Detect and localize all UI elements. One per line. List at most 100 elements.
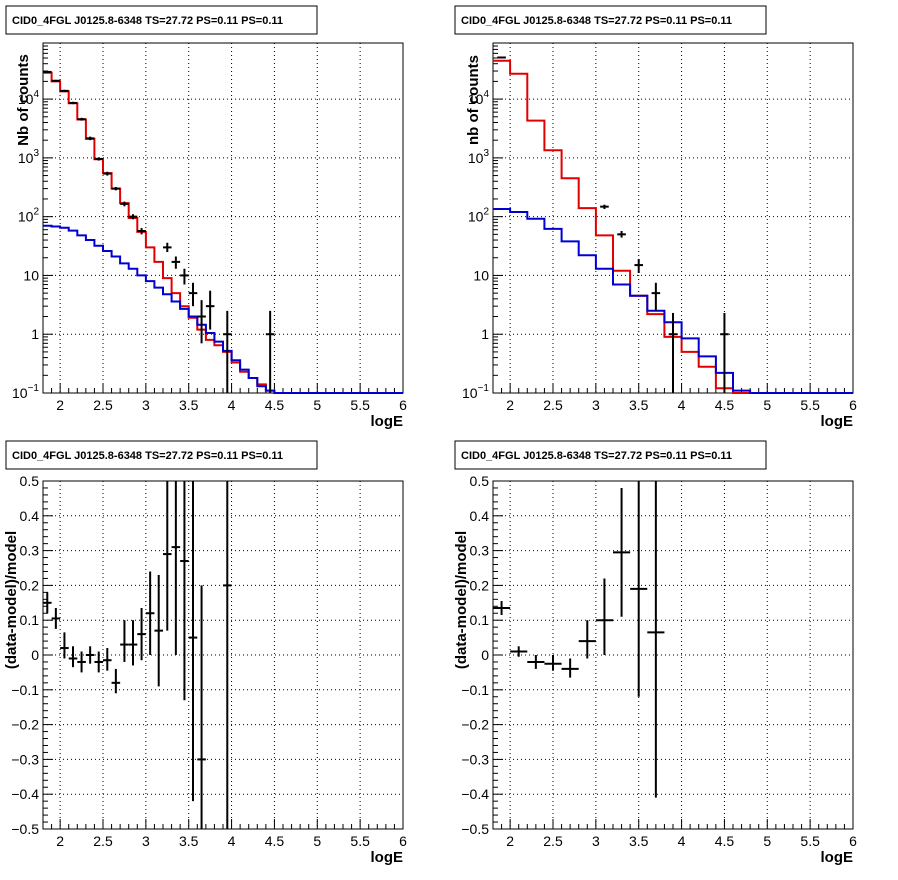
series-histogram-red	[43, 71, 283, 394]
x-tick-label: 5.5	[800, 833, 820, 849]
x-tick-label: 4	[678, 833, 686, 849]
axis-ticks	[42, 480, 404, 830]
y-tick-label: 10−1	[462, 383, 489, 401]
data-point	[527, 655, 545, 669]
y-tick-label: 102	[18, 207, 40, 225]
y-tick-label: 0.3	[20, 543, 40, 559]
title-box	[454, 5, 767, 35]
data-point	[94, 651, 103, 673]
data-point	[613, 487, 631, 617]
x-axis-label: logE	[821, 849, 854, 866]
y-tick-label: 0.4	[20, 508, 40, 524]
data-point	[60, 89, 69, 93]
x-tick-label: 5	[313, 833, 321, 849]
y-tick-label-exponent: 3	[33, 148, 39, 159]
x-tick-label: 3.5	[629, 397, 649, 413]
y-tick-label: 1	[481, 326, 489, 342]
y-tick-label-base: 1	[31, 326, 39, 342]
data-point	[188, 481, 198, 802]
data-point	[578, 620, 596, 659]
data-point	[120, 620, 129, 662]
x-tick-label: 3	[592, 397, 600, 413]
y-axis-label: nb of counts	[465, 55, 482, 145]
x-tick-label: 2.5	[93, 833, 113, 849]
y-tick-label: 0.1	[20, 612, 40, 628]
data-point	[510, 646, 528, 657]
y-tick-label: 103	[18, 148, 40, 166]
data-point	[205, 290, 215, 330]
y-tick-label: 0	[31, 647, 39, 663]
y-tick-label-exponent: −1	[478, 383, 490, 394]
y-tick-label-base: 10	[462, 385, 478, 401]
x-tick-label: 6	[399, 833, 407, 849]
data-point	[137, 608, 146, 661]
x-tick-label: 4.5	[265, 833, 285, 849]
y-tick-label: 0.4	[470, 508, 490, 524]
axis-ticks	[492, 480, 854, 830]
y-tick-label: 102	[468, 207, 490, 225]
chart-panel-top-left: 2 2.5 3 3.5 4 4.5 5 5.5 610−1110102103104logENb …	[5, 5, 407, 430]
data-point	[154, 574, 163, 687]
y-tick-label: 0.5	[470, 473, 490, 489]
x-tick-label: 4	[228, 397, 236, 413]
data-point	[180, 268, 189, 285]
data-point	[145, 571, 155, 655]
title-box	[5, 440, 318, 470]
data-point	[77, 117, 86, 121]
data-point	[68, 646, 78, 668]
y-tick-label-exponent: 2	[483, 207, 489, 218]
y-tick-label-base: 10	[468, 209, 484, 225]
data-point	[265, 310, 275, 393]
data-point	[68, 101, 78, 105]
y-tick-label-base: 10	[12, 385, 28, 401]
y-tick-label: −0.5	[461, 821, 489, 837]
x-tick-label: 2	[506, 833, 514, 849]
data-point	[197, 585, 206, 829]
x-tick-label: 6	[849, 397, 857, 413]
data-point	[497, 56, 506, 59]
x-tick-label: 3.5	[179, 833, 199, 849]
data-point	[223, 481, 232, 829]
chart-title: CID0_4FGL J0125.8-6348 TS=27.72 PS=0.11 …	[12, 450, 283, 462]
data-point	[103, 171, 112, 176]
y-tick-label-base: 10	[23, 267, 39, 283]
x-tick-label: 4.5	[715, 833, 735, 849]
data-point	[94, 157, 103, 161]
data-point	[720, 312, 729, 393]
y-tick-label: 1	[31, 326, 39, 342]
y-tick-label: 103	[468, 148, 490, 166]
x-tick-label: 2.5	[543, 397, 563, 413]
x-axis-label: logE	[371, 413, 404, 430]
y-tick-label: −0.2	[11, 717, 39, 733]
y-tick-label-base: 10	[473, 267, 489, 283]
data-point	[197, 300, 206, 344]
data-point	[600, 204, 609, 209]
data-point	[171, 256, 181, 269]
grid-lines	[43, 481, 403, 829]
y-tick-label: −0.3	[11, 751, 39, 767]
y-tick-label-exponent: 4	[483, 89, 489, 100]
data-point	[630, 481, 648, 697]
y-tick-label-base: 1	[481, 326, 489, 342]
y-tick-label-exponent: −1	[28, 383, 40, 394]
data-point	[561, 658, 579, 678]
y-tick-label: −0.2	[461, 717, 489, 733]
y-tick-label-base: 10	[468, 91, 484, 107]
y-tick-label-exponent: 4	[33, 89, 39, 100]
x-tick-label: 5	[313, 397, 321, 413]
y-tick-label: −0.3	[461, 751, 489, 767]
y-tick-label: 0.1	[470, 612, 490, 628]
data-point	[634, 259, 643, 274]
y-tick-label: 0.3	[470, 543, 490, 559]
x-axis-label: logE	[371, 849, 404, 866]
x-tick-label: 3	[592, 833, 600, 849]
x-tick-label: 2	[56, 833, 64, 849]
y-tick-label: 0	[481, 647, 489, 663]
x-tick-label: 2.5	[543, 833, 563, 849]
y-axis-label: Nb of counts	[15, 54, 32, 146]
grid-lines	[493, 481, 853, 829]
x-tick-label: 5.5	[800, 397, 820, 413]
data-point	[163, 481, 172, 631]
x-tick-label: 2	[506, 397, 514, 413]
x-tick-label: 5	[763, 397, 771, 413]
